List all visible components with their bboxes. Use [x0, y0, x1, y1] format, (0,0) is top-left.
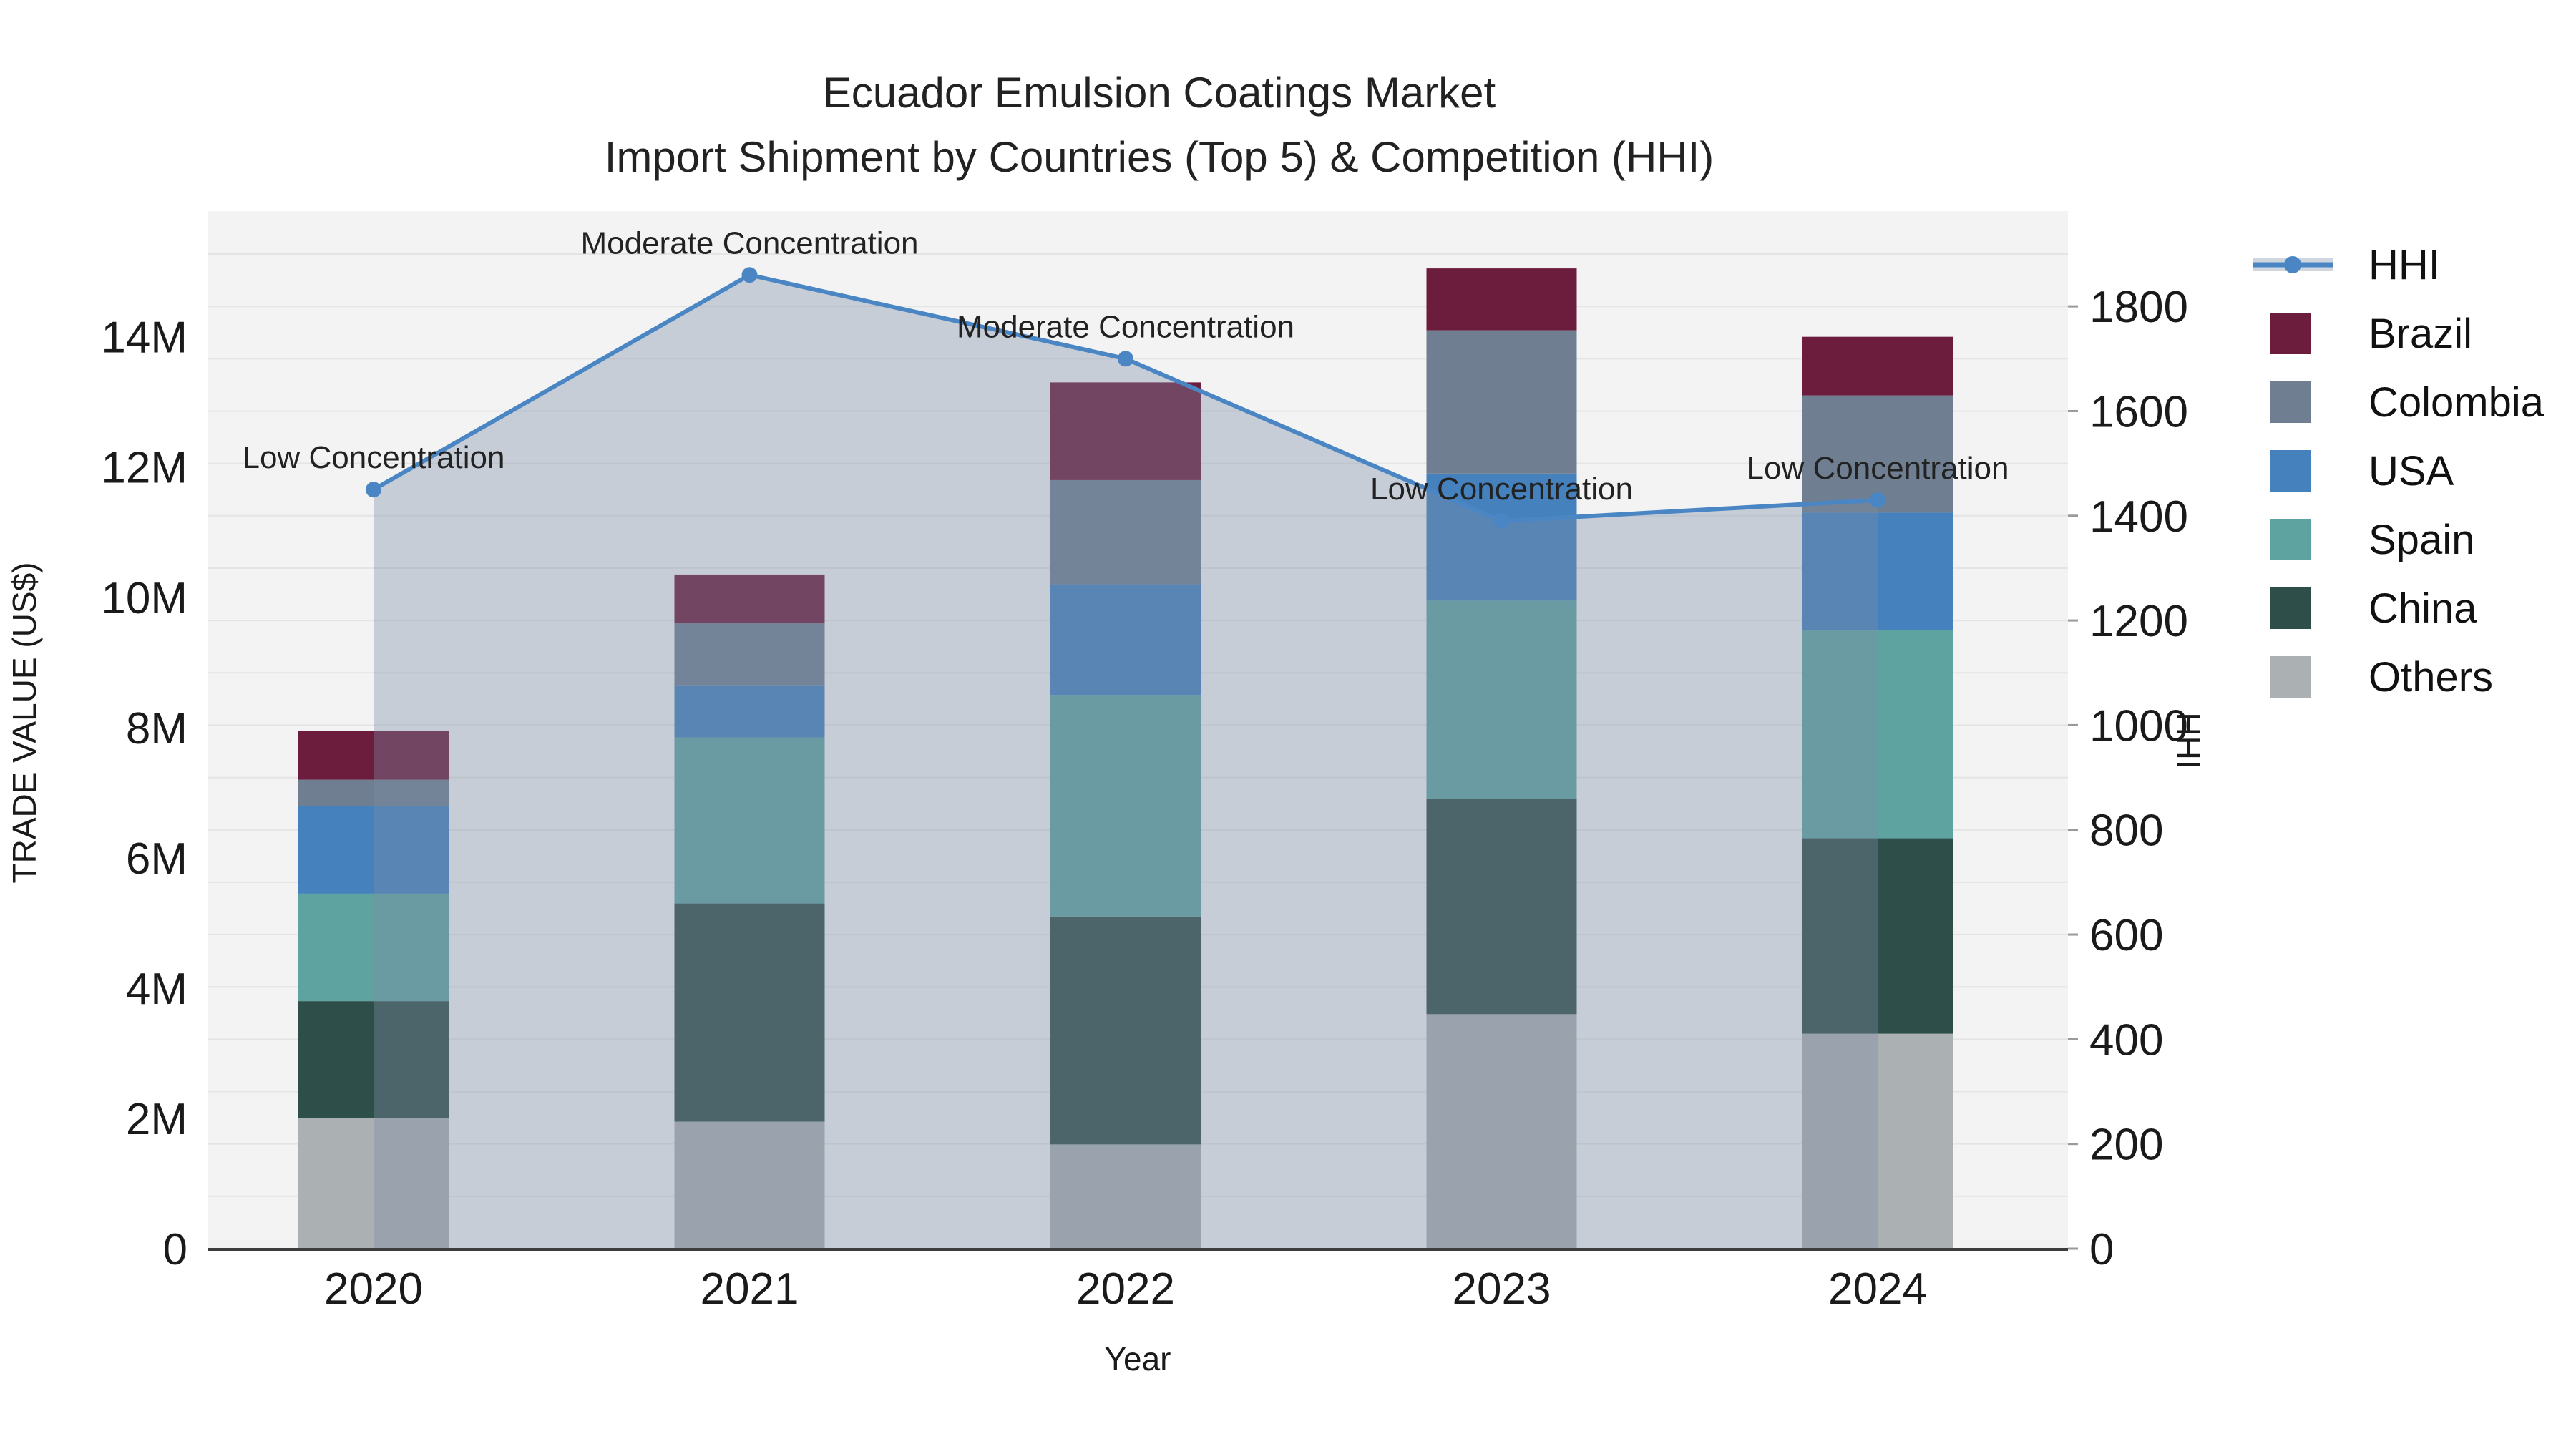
y-right-tick-label: 0	[2089, 1225, 2114, 1274]
chart-subtitle: Import Shipment by Countries (Top 5) & C…	[604, 133, 1714, 181]
hhi-area-fill	[374, 275, 1878, 1249]
bar-segment-colombia-2023[interactable]	[1426, 330, 1577, 474]
legend-label: Others	[2368, 653, 2494, 701]
legend-swatch-icon	[2247, 519, 2340, 560]
legend-label: USA	[2368, 447, 2454, 494]
hhi-marker-2024[interactable]	[1870, 492, 1885, 508]
bar-segment-others-2024[interactable]	[1802, 1033, 1953, 1249]
bar-segment-china-2020[interactable]	[298, 1001, 449, 1118]
hhi-marker-2021[interactable]	[741, 267, 758, 283]
bar-segment-others-2023[interactable]	[1426, 1014, 1577, 1249]
bar-segment-spain-2021[interactable]	[674, 737, 825, 904]
x-axis-title: Year	[1104, 1340, 1171, 1377]
x-tick-label-2023[interactable]: 2023	[1453, 1264, 1551, 1314]
y-right-tick-label: 1600	[2089, 387, 2188, 436]
legend-label: Spain	[2368, 516, 2475, 563]
x-tick-label-2022[interactable]: 2022	[1076, 1264, 1175, 1314]
y-right-tick-label: 1200	[2089, 597, 2188, 646]
legend-item-hhi[interactable]: HHI	[2247, 230, 2544, 299]
legend-item-china[interactable]: China	[2247, 574, 2544, 643]
legend-swatch-icon	[2247, 450, 2340, 492]
legend-item-others[interactable]: Others	[2247, 643, 2544, 711]
bar-segment-usa-2020[interactable]	[298, 806, 449, 894]
y-right-tick-label: 1800	[2089, 283, 2188, 332]
bar-segment-usa-2022[interactable]	[1050, 584, 1201, 696]
bar-segment-spain-2022[interactable]	[1050, 695, 1201, 917]
bar-segment-brazil-2024[interactable]	[1802, 336, 1953, 396]
bar-segment-usa-2024[interactable]	[1802, 512, 1953, 630]
bar-segment-usa-2023[interactable]	[1426, 473, 1577, 601]
legend-item-colombia[interactable]: Colombia	[2247, 368, 2544, 436]
hhi-line-icon	[2247, 249, 2340, 280]
legend-swatch-icon	[2247, 313, 2340, 354]
y-left-tick-label: 6M	[126, 834, 187, 884]
bar-segment-china-2022[interactable]	[1050, 916, 1201, 1145]
legend: HHI Brazil Colombia USA Spain China Others	[2247, 230, 2544, 711]
legend-label: China	[2368, 585, 2477, 632]
y-axis-right-title: HHI	[2170, 712, 2207, 769]
bar-segment-colombia-2020[interactable]	[298, 779, 449, 806]
legend-swatch-icon	[2247, 381, 2340, 423]
y-axis-left-title: TRADE VALUE (US$)	[6, 562, 43, 884]
legend-label: Colombia	[2368, 379, 2544, 426]
y-left-tick-label: 2M	[126, 1095, 187, 1144]
bar-segment-brazil-2022[interactable]	[1050, 382, 1201, 480]
legend-item-usa[interactable]: USA	[2247, 436, 2544, 505]
bar-segment-china-2023[interactable]	[1426, 799, 1577, 1015]
bar-segment-colombia-2022[interactable]	[1050, 479, 1201, 585]
annotation-2021: Moderate Concentration	[580, 225, 918, 260]
y-left-tick-label: 10M	[101, 574, 187, 623]
annotation-2020: Low Concentration	[243, 440, 505, 475]
hhi-marker-2022[interactable]	[1118, 351, 1133, 367]
chart-title: Ecuador Emulsion Coatings Market	[822, 69, 1496, 117]
y-right-tick-label: 1000	[2089, 701, 2188, 751]
bar-segment-brazil-2020[interactable]	[298, 731, 449, 780]
bar-segment-china-2021[interactable]	[674, 903, 825, 1122]
bar-segment-brazil-2023[interactable]	[1426, 268, 1577, 331]
bar-segment-spain-2024[interactable]	[1802, 630, 1953, 839]
legend-label: Brazil	[2368, 310, 2473, 357]
y-right-tick-label: 1400	[2089, 492, 2188, 542]
x-tick-label-2020[interactable]: 2020	[324, 1264, 423, 1314]
legend-swatch-icon	[2247, 587, 2340, 629]
annotation-2022: Moderate Concentration	[957, 309, 1294, 344]
y-right-tick-label: 800	[2089, 806, 2163, 856]
legend-swatch-icon	[2247, 656, 2340, 698]
hhi-marker-2023[interactable]	[1493, 513, 1510, 530]
y-left-tick-label: 14M	[101, 313, 187, 363]
legend-label: HHI	[2368, 241, 2440, 288]
bar-segment-others-2020[interactable]	[298, 1118, 449, 1249]
bar-segment-brazil-2021[interactable]	[674, 574, 825, 624]
bar-segment-usa-2021[interactable]	[674, 685, 825, 738]
bar-segment-spain-2023[interactable]	[1426, 600, 1577, 799]
bar-segment-china-2024[interactable]	[1802, 838, 1953, 1034]
bar-segment-colombia-2021[interactable]	[674, 623, 825, 686]
y-left-tick-label: 12M	[101, 444, 187, 493]
legend-item-spain[interactable]: Spain	[2247, 505, 2544, 574]
x-axis-line	[208, 1248, 2068, 1251]
y-right-tick-label: 400	[2089, 1015, 2163, 1065]
y-right-tick-label: 600	[2089, 911, 2163, 960]
y-right-tick-label: 200	[2089, 1121, 2163, 1170]
annotation-2024: Low Concentration	[1747, 451, 2009, 486]
annotation-2023: Low Concentration	[1370, 472, 1633, 507]
y-left-tick-label: 0	[163, 1225, 187, 1274]
x-tick-label-2021[interactable]: 2021	[701, 1264, 799, 1314]
x-tick-label-2024[interactable]: 2024	[1828, 1264, 1927, 1314]
bar-segment-others-2021[interactable]	[674, 1121, 825, 1249]
y-left-tick-label: 4M	[126, 965, 187, 1014]
legend-item-brazil[interactable]: Brazil	[2247, 299, 2544, 368]
y-left-tick-label: 8M	[126, 704, 187, 753]
bar-segment-others-2022[interactable]	[1050, 1144, 1201, 1249]
hhi-marker-2020[interactable]	[366, 482, 381, 498]
bar-segment-spain-2020[interactable]	[298, 893, 449, 1002]
